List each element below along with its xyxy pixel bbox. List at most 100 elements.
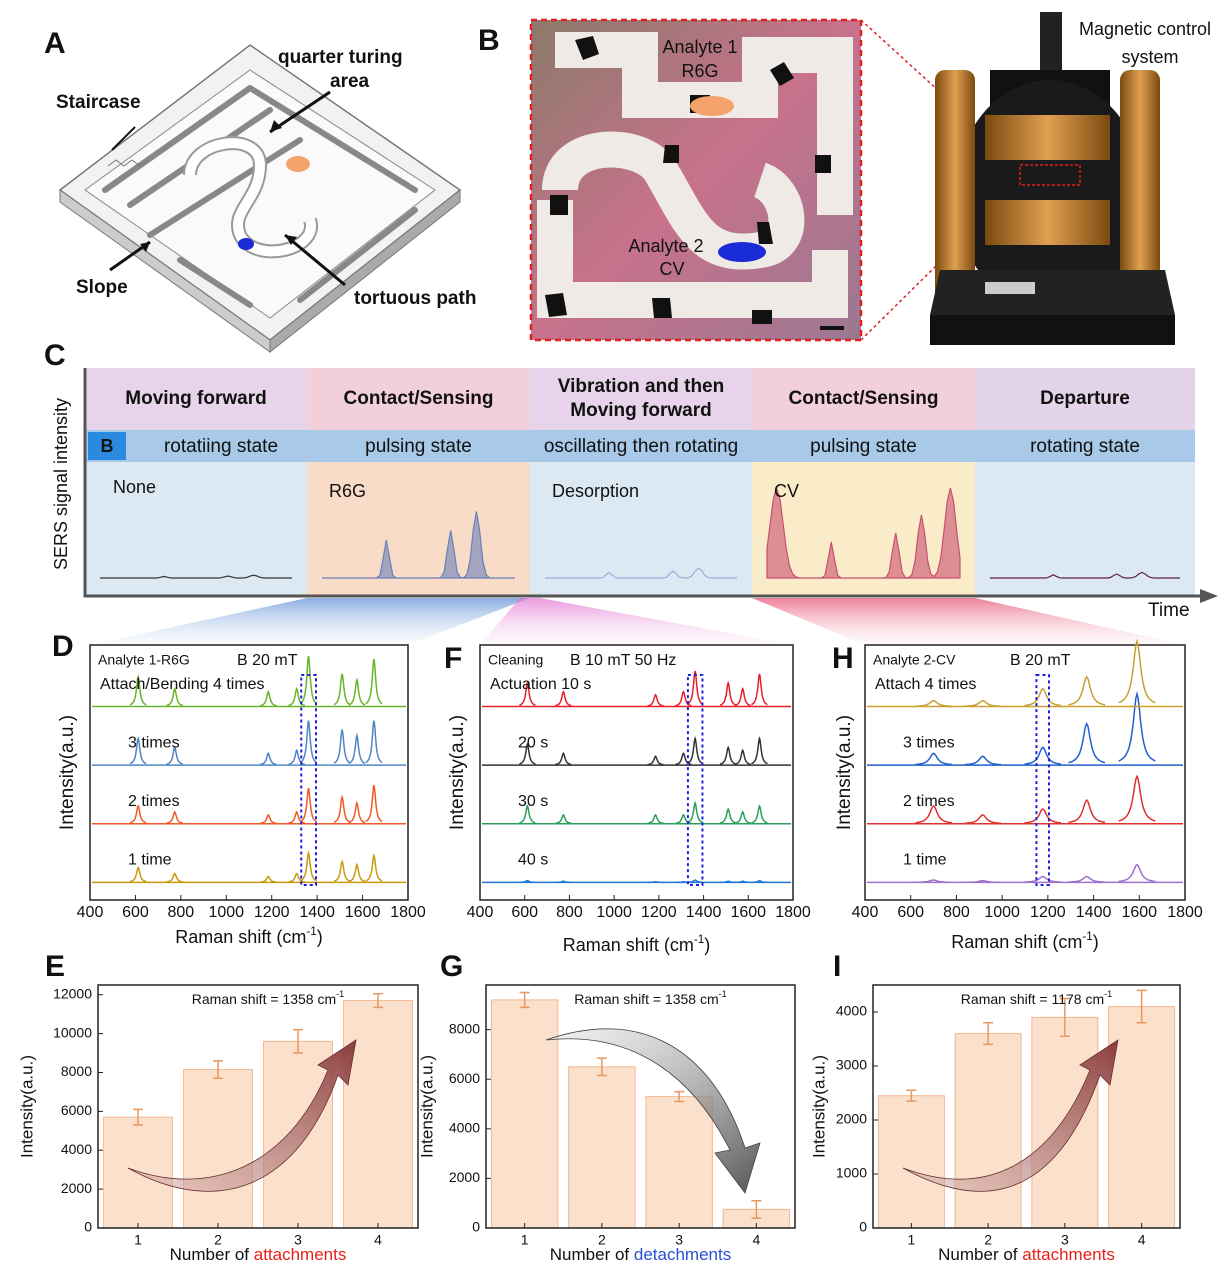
phase-body [975,462,1195,595]
panel-letter: B [478,24,500,57]
spectrum-peak [129,674,147,706]
spectrum-peak [288,748,306,766]
y-tick-label: 2000 [449,1169,480,1185]
spectrum-peak [734,880,751,884]
spectrum-peak [519,804,536,824]
x-tick-label: 1800 [775,904,811,921]
phase-state: oscillating then rotating [544,436,738,457]
phase-state: rotating state [1030,436,1140,457]
spectrum-peak [259,752,277,766]
axis-title-part: Raman shift (cm [175,927,306,947]
spectrum-peak [166,687,184,707]
spectrum-peak [555,690,572,707]
series-label: Attach 4 times [875,676,976,693]
phase-title: Departure [1040,388,1130,409]
x-tick-label: 1600 [1121,904,1157,921]
y-tick-label: 12000 [53,985,92,1001]
spectrum-peak [259,690,277,707]
y-tick-label: 0 [859,1219,867,1235]
bar [568,1066,636,1229]
spectrum-peak [129,736,147,765]
spectrum-peak [1024,687,1062,707]
spectrum-peak [333,729,351,764]
annotation-part: -1 [719,989,727,999]
chart-title: Analyte 2-CV [873,652,956,668]
x-tick-label: 4 [752,1232,760,1248]
x-tick-label: 1800 [1167,904,1203,921]
phase-title: Moving forward [125,388,266,409]
x-tick-label: 1600 [345,904,381,921]
panel-letter: F [444,642,462,675]
state-row [85,430,1195,462]
y-tick-label: 0 [84,1219,92,1235]
spectrum-peak [299,655,318,705]
spectrum-peak [751,673,768,706]
error-bar [293,1028,303,1054]
x-tick-label: 2 [598,1232,606,1248]
x-tick-label: 800 [556,904,583,921]
trend-arrow [545,1028,761,1194]
spectrum-peak [686,800,704,824]
error-bar [596,1057,607,1077]
series-label: 3 times [903,734,955,751]
axis-title-part: Number of [550,1245,634,1264]
spectrum-peak [365,658,383,705]
spectrum-peak [365,720,383,764]
spectrum-peak [915,805,952,824]
spectrum-peak [555,752,572,766]
phase-title: Moving forward [570,400,711,421]
annotation-part: Raman shift = 1178 cm [961,991,1104,1007]
spectrum-peak [647,881,664,884]
annotation-part: Raman shift = 1358 cm [192,991,336,1007]
axis-title: Intensity(a.u.) [809,1055,828,1158]
field-label: B 20 mT [1010,652,1071,669]
series-label: 3 times [128,734,180,751]
error-bar [213,1060,223,1080]
spectrum-peak [365,853,383,882]
x-tick-label: 3 [1061,1232,1069,1248]
label: Analyte 2 [628,236,703,256]
annotation: Raman shift = 1358 cm-1 [192,989,344,1006]
spectrum-peak [915,699,952,707]
spectrum-peak [299,788,318,823]
x-tick-label: 1000 [984,904,1020,921]
y-tick-label: 3000 [836,1057,867,1073]
x-tick-label: 1000 [596,904,632,921]
y-tick-label: 10000 [53,1024,92,1040]
magnetic-system [930,12,1175,345]
spectrum-peak [687,879,704,884]
spectrum-peak [647,755,664,766]
error-bar [906,1089,917,1102]
phase-title: Vibration and then [558,376,724,397]
axis-title: Raman shift (cm-1) [951,930,1098,952]
spectrum-peak [964,755,1001,766]
field-label: B 20 mT [237,652,298,669]
x-tick-label: 1600 [730,904,766,921]
x-tick-label: 1400 [1076,904,1112,921]
x-tick-label: 1400 [686,904,722,921]
spectrum-peak [686,735,704,765]
axis-title: Intensity(a.u.) [834,715,855,830]
spectrum-peak [1024,808,1062,824]
x-tick-label: 3 [294,1232,302,1248]
x-tick-label: 400 [77,904,104,921]
spectrum-peak [299,850,318,882]
maze-drawing [58,44,462,354]
spectrum-peak [734,748,751,766]
plot-frame [89,644,409,901]
bar [877,1095,945,1229]
spectrum-peak [1068,875,1106,883]
x-tick-label: 2 [984,1232,992,1248]
spectrum-peak [333,859,351,882]
error-bar [1136,989,1147,1024]
label: Analyte 1 [662,37,737,57]
spectrum-peak [166,872,184,883]
axis-title-part: Raman shift (cm [563,935,694,955]
bar [954,1033,1022,1229]
spectrum-peak [719,807,737,824]
plot-frame [872,984,1181,1229]
series-label: 30 s [518,793,548,810]
spectrum-peak [1118,691,1156,762]
x-tick-label: 800 [168,904,195,921]
